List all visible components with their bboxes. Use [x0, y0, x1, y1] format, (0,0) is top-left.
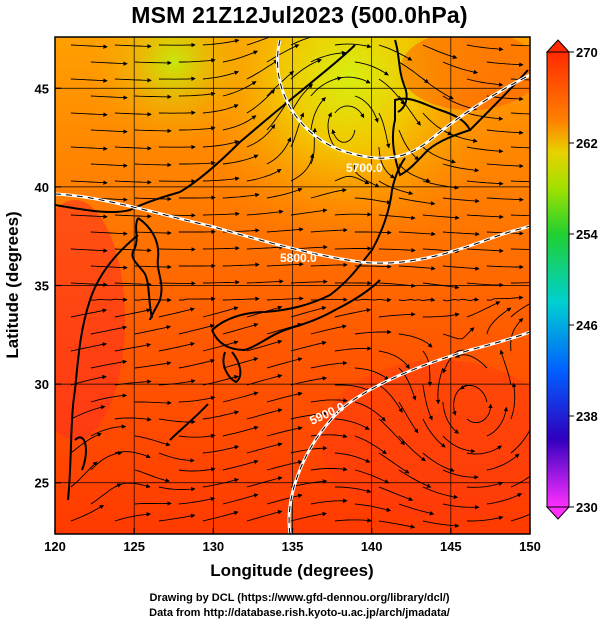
- y-tick-label: 45: [35, 81, 49, 96]
- wind-streamlines: [70, 37, 530, 529]
- x-tick-label: 150: [519, 539, 541, 554]
- contour-label-5800: 5800.0: [280, 251, 317, 265]
- colorbar-scale: [546, 51, 570, 508]
- map-title: MSM 21Z12Jul2023 (500.0hPa): [131, 2, 468, 28]
- colorbar-tick-label: 270: [576, 45, 598, 60]
- y-tick-label: 30: [35, 377, 49, 392]
- colorbar-max-arrow: [545, 39, 571, 53]
- height-contours: [55, 39, 530, 534]
- y-tick-label: 25: [35, 476, 49, 491]
- colorbar-tick-label: 246: [576, 318, 598, 333]
- x-tick-label: 145: [440, 539, 462, 554]
- x-tick-label: 130: [202, 539, 224, 554]
- x-axis-ticks: 120 125 130 135 140 145 150: [44, 528, 541, 554]
- coastlines: [55, 39, 529, 501]
- data-credit: Data from http://database.rish.kyoto-u.a…: [149, 607, 450, 619]
- y-axis-ticks: 25 30 35 40 45: [35, 81, 61, 491]
- colorbar-min-arrow: [545, 506, 571, 520]
- colorbar-tick-label: 254: [576, 227, 598, 242]
- x-tick-label: 140: [361, 539, 383, 554]
- colorbar-tick-label: 262: [576, 136, 598, 151]
- lat-lon-grid: [55, 37, 530, 534]
- colorbar-tick-label: 238: [576, 409, 598, 424]
- drawing-credit: Drawing by DCL (https://www.gfd-dennou.o…: [149, 592, 450, 604]
- y-tick-label: 40: [35, 180, 49, 195]
- temperature-field: 5700.0 5800.0 5900.0: [55, 37, 530, 534]
- contour-label-5700: 5700.0: [346, 161, 383, 175]
- x-tick-label: 135: [282, 539, 304, 554]
- colorbar: 270 262 254 246 238 230: [545, 39, 598, 520]
- x-tick-label: 120: [44, 539, 66, 554]
- x-axis-label: Longitude (degrees): [210, 561, 373, 580]
- y-axis-label: Latitude (degrees): [3, 211, 22, 358]
- x-tick-label: 125: [123, 539, 145, 554]
- y-tick-label: 35: [35, 279, 49, 294]
- colorbar-tick-label: 230: [576, 500, 598, 515]
